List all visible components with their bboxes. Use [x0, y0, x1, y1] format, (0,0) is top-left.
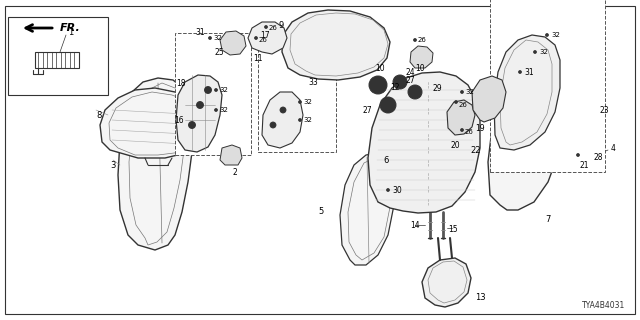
Bar [506, 113, 544, 155]
Text: 4: 4 [611, 143, 616, 153]
Circle shape [454, 100, 458, 103]
Text: 32: 32 [303, 117, 312, 123]
Text: 17: 17 [260, 30, 269, 39]
Circle shape [255, 36, 257, 39]
Circle shape [205, 86, 211, 93]
Text: 24: 24 [405, 68, 415, 76]
Text: 31: 31 [524, 68, 534, 76]
Text: 31: 31 [195, 28, 205, 36]
Text: 9: 9 [278, 20, 284, 29]
Text: 26: 26 [459, 102, 468, 108]
Polygon shape [570, 86, 596, 138]
Text: 11: 11 [253, 53, 262, 62]
Circle shape [209, 36, 211, 39]
Text: 18: 18 [176, 78, 186, 87]
Text: 7: 7 [545, 215, 550, 225]
Circle shape [214, 108, 218, 111]
Text: TYA4B4031: TYA4B4031 [582, 301, 625, 310]
Text: FR.: FR. [60, 23, 81, 33]
Text: 20: 20 [450, 140, 460, 149]
Text: 22: 22 [470, 146, 481, 155]
Polygon shape [410, 46, 433, 68]
Polygon shape [282, 10, 390, 80]
Polygon shape [488, 78, 562, 210]
Text: 21: 21 [580, 161, 589, 170]
Circle shape [369, 76, 387, 94]
Text: 10: 10 [415, 63, 424, 73]
Text: 1: 1 [68, 28, 73, 36]
Bar [258, 34, 336, 152]
Text: 16: 16 [174, 116, 184, 124]
Circle shape [393, 75, 407, 89]
Circle shape [270, 122, 276, 128]
Text: 33: 33 [308, 77, 317, 86]
Polygon shape [494, 35, 560, 150]
Text: 30: 30 [392, 186, 402, 195]
Text: 32: 32 [213, 35, 222, 41]
Circle shape [461, 129, 463, 132]
Circle shape [545, 34, 548, 36]
Text: 23: 23 [600, 106, 610, 115]
Polygon shape [100, 88, 215, 158]
Polygon shape [447, 100, 475, 135]
Text: 32: 32 [219, 87, 228, 93]
Text: 6: 6 [383, 156, 388, 164]
Polygon shape [118, 78, 193, 250]
Bar [8, 17, 108, 95]
Text: 14: 14 [410, 220, 420, 229]
Text: 27: 27 [405, 76, 415, 84]
Circle shape [298, 100, 301, 103]
Text: 32: 32 [539, 49, 548, 55]
Polygon shape [220, 145, 242, 165]
Polygon shape [220, 31, 246, 55]
Text: 8: 8 [96, 110, 101, 119]
Polygon shape [176, 75, 222, 152]
Text: 25: 25 [214, 47, 223, 57]
Polygon shape [248, 22, 287, 54]
Circle shape [577, 154, 579, 156]
Circle shape [196, 101, 204, 108]
Text: 3: 3 [110, 161, 115, 170]
Text: 26: 26 [465, 129, 474, 135]
Text: 5: 5 [318, 207, 323, 217]
Text: 32: 32 [551, 32, 560, 38]
Text: 32: 32 [465, 89, 474, 95]
Circle shape [264, 26, 268, 28]
Circle shape [408, 85, 422, 99]
Bar [490, 0, 605, 172]
Circle shape [387, 188, 390, 191]
Circle shape [534, 51, 536, 53]
Circle shape [413, 38, 417, 42]
Polygon shape [422, 258, 471, 307]
Bar [175, 33, 251, 155]
Text: 27: 27 [362, 106, 372, 115]
Circle shape [280, 107, 286, 113]
Text: 2: 2 [232, 167, 237, 177]
Text: 15: 15 [448, 226, 458, 235]
Bar [35, 52, 79, 68]
Text: 19: 19 [475, 124, 484, 132]
Circle shape [189, 122, 195, 129]
Polygon shape [340, 153, 394, 265]
Text: 29: 29 [432, 84, 442, 92]
Text: 10: 10 [375, 63, 385, 73]
Text: 32: 32 [219, 107, 228, 113]
Polygon shape [472, 76, 506, 122]
Circle shape [380, 97, 396, 113]
Circle shape [518, 70, 522, 74]
Text: 12: 12 [390, 83, 399, 92]
Circle shape [461, 91, 463, 93]
Text: 13: 13 [475, 293, 486, 302]
Text: 26: 26 [259, 37, 268, 43]
Polygon shape [570, 142, 591, 167]
Polygon shape [190, 122, 207, 140]
Text: 26: 26 [418, 37, 427, 43]
Text: 26: 26 [269, 25, 278, 31]
Text: 28: 28 [594, 153, 604, 162]
Text: 32: 32 [303, 99, 312, 105]
Polygon shape [262, 92, 303, 148]
Polygon shape [368, 72, 480, 213]
Circle shape [298, 118, 301, 122]
Circle shape [214, 89, 218, 92]
